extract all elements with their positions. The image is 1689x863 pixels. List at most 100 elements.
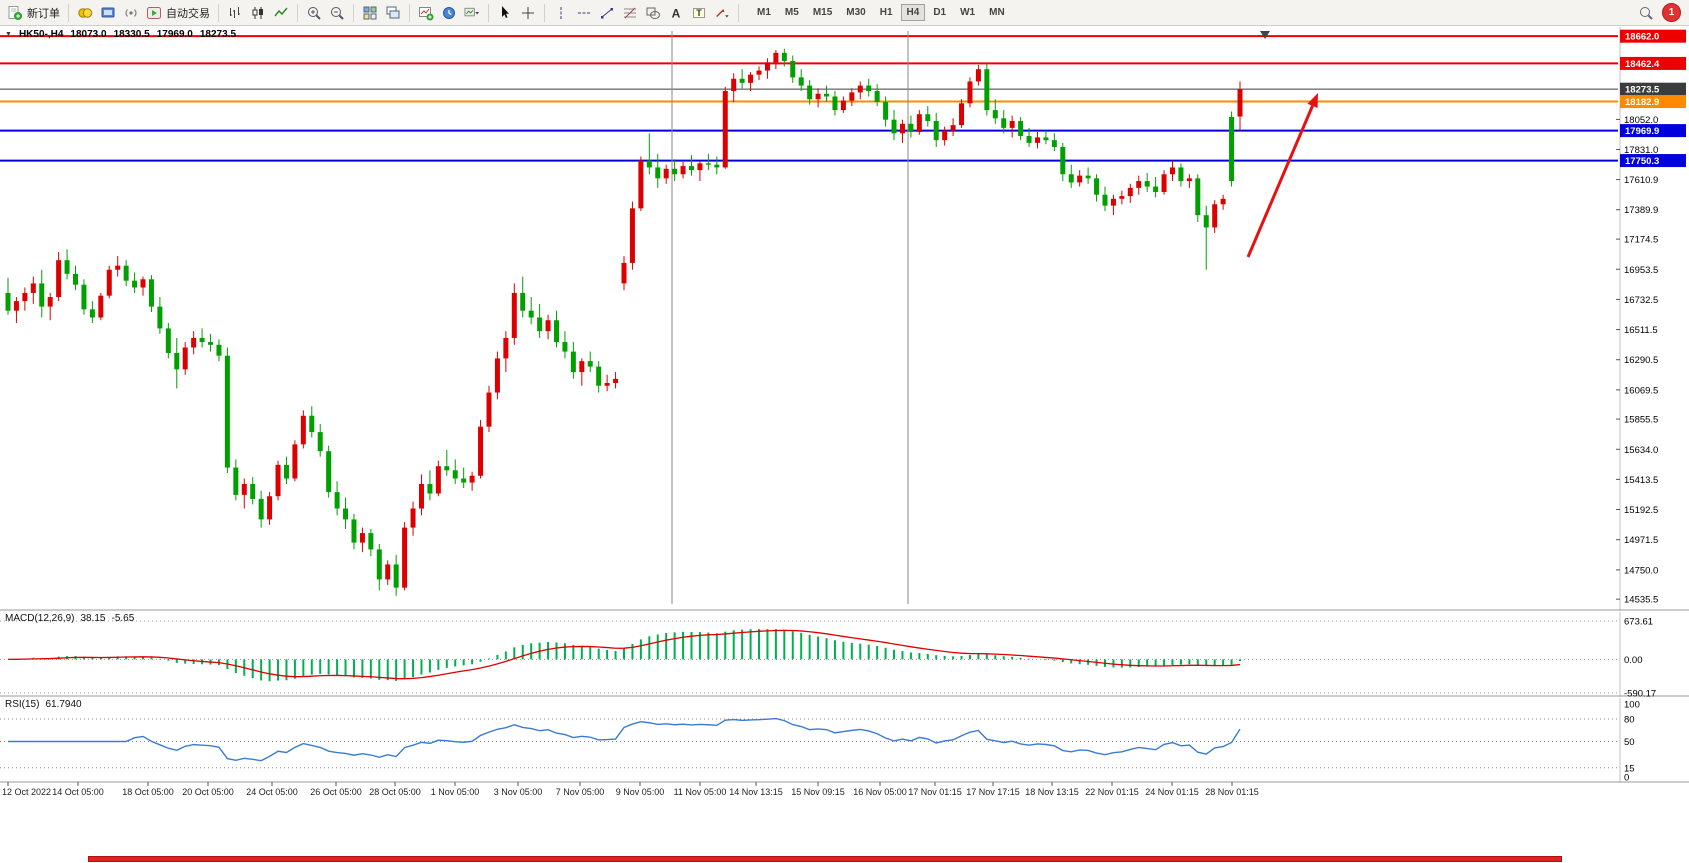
shift-marker[interactable] [1260,31,1270,39]
price-badge [1620,95,1686,109]
text-label-tool-button[interactable]: T [688,3,710,23]
rsi-title: RSI(15) [5,699,40,710]
toolbar: 新订单 自动交易 [0,0,1689,26]
time-axis-label: 24 Oct 05:00 [246,787,298,797]
price-axis-label: 16953.5 [1624,265,1658,276]
toolbar-separator [218,3,219,22]
timeframe-button-M5[interactable]: M5 [784,7,799,18]
data-window-button[interactable] [97,3,119,23]
arrow-tool-icon [716,8,729,18]
autotrading-icon [147,6,161,19]
chart-plot-area[interactable] [0,27,1618,782]
vertical-line-tool-button[interactable] [550,3,572,23]
scrollbar[interactable] [88,856,1562,862]
timeframe-group: M1 M5 M15 M30 H1 H4 D1 W1 MN [750,4,1012,21]
timeframe-button-MN[interactable]: MN [989,7,1005,18]
timeframe-button-H4[interactable]: H4 [900,4,926,21]
rsi-value: 61.7940 [45,699,82,710]
toolbar-separator [544,3,545,22]
cursor-button[interactable] [494,3,516,23]
tile-windows-button[interactable] [359,3,381,23]
price-badge-label: 17969.9 [1625,126,1659,137]
new-chart-icon [419,6,434,20]
macd-axis-label: -590.17 [1624,689,1656,700]
time-axis-label: 26 Oct 05:00 [310,787,362,797]
monitor-icon [101,7,115,17]
time-axis-label: 11 Nov 05:00 [674,787,727,797]
time-axis-label: 17 Nov 17:15 [966,787,1020,797]
time-axis-label: 16 Nov 05:00 [853,787,907,797]
shapes-tool-button[interactable] [642,3,664,23]
macd-axis-label: 673.61 [1624,617,1653,628]
price-axis-label: 17610.9 [1624,175,1658,186]
notification-badge[interactable]: 1 [1662,3,1681,22]
autotrading-button[interactable]: 自动交易 [143,3,213,23]
zoom-in-button[interactable] [303,3,325,23]
timeframe-button-D1[interactable]: D1 [933,7,947,18]
trendline-tool-button[interactable] [596,3,618,23]
zoom-out-button[interactable] [326,3,348,23]
templates-button[interactable] [461,3,483,23]
price-badge-label: 18182.9 [1625,97,1659,108]
price-badge [1620,124,1686,138]
ohlc-low: 17969.0 [156,29,193,40]
price-axis-label: 15413.5 [1624,475,1658,486]
text-tool-button[interactable]: A [665,3,687,23]
arrows-tool-button[interactable] [711,3,733,23]
new-chart-button[interactable] [415,3,437,23]
zoom-in-icon [308,6,321,20]
timeframe-button-W1[interactable]: W1 [960,7,976,18]
toolbar-separator [68,3,69,22]
candlestick-icon [252,6,263,19]
signals-button[interactable] [120,3,142,23]
ohlc-high: 18330.5 [113,29,150,40]
time-axis-label: 14 Oct 05:00 [52,787,104,797]
signal-icon [125,8,137,17]
time-axis-label: 24 Nov 01:15 [1145,787,1199,797]
time-axis: 12 Oct 2022 14 Oct 05:00 18 Oct 05:00 20 Oc… [2,782,1259,797]
notification-count: 1 [1668,7,1675,18]
price-axis-label: 15855.5 [1624,415,1658,426]
cursor-icon [502,5,509,18]
auto-scroll-button[interactable] [438,3,460,23]
timeframe-button-M30[interactable]: M30 [846,7,866,18]
price-axis-label: 16511.5 [1624,325,1658,336]
time-axis-label: 28 Nov 01:15 [1205,787,1259,797]
gold-coins-icon [78,7,93,18]
price-axis-label: 15192.5 [1624,505,1658,516]
cascade-windows-button[interactable] [382,3,404,23]
macd-label: MACD(12,26,9) 38.15 -5.65 [5,613,134,624]
rsi-axis-label: 50 [1624,737,1635,748]
trendline-icon [601,7,613,18]
timeframe-button-H1[interactable]: H1 [879,7,893,18]
price-badge [1620,56,1686,70]
search-icon[interactable] [1638,5,1654,21]
time-axis-label: 1 Nov 05:00 [431,787,480,797]
new-order-button[interactable]: 新订单 [4,3,63,23]
time-axis-label: 20 Oct 05:00 [182,787,234,797]
market-watch-button[interactable] [74,3,96,23]
price-axis-label: 15634.0 [1624,445,1658,456]
crosshair-button[interactable] [517,3,539,23]
toolbar-right-group: 1 [1638,3,1685,22]
timeframe-button-M15[interactable]: M15 [812,7,833,18]
time-axis-label: 3 Nov 05:00 [494,787,543,797]
timeframe-button-M1[interactable]: M1 [757,7,771,18]
rsi-label: RSI(15) 61.7940 [5,699,82,710]
tile-windows-icon [363,6,377,19]
trend-arrow[interactable] [1246,105,1314,258]
price-axis-label: 16732.5 [1624,295,1658,306]
candlestick-chart-button[interactable] [247,3,269,23]
time-axis-label: 22 Nov 01:15 [1085,787,1139,797]
price-badge [1620,154,1686,168]
fibonacci-tool-button[interactable] [619,3,641,23]
horizontal-line-tool-button[interactable] [573,3,595,23]
line-chart-button[interactable] [270,3,292,23]
bar-chart-button[interactable] [224,3,246,23]
toolbar-separator [297,3,298,22]
time-axis-label: 14 Nov 13:15 [729,787,783,797]
time-axis-label: 12 Oct 2022 [2,787,51,797]
collapse-triangle-icon[interactable]: ▼ [5,31,12,38]
trend-arrow-head[interactable] [1307,93,1318,109]
